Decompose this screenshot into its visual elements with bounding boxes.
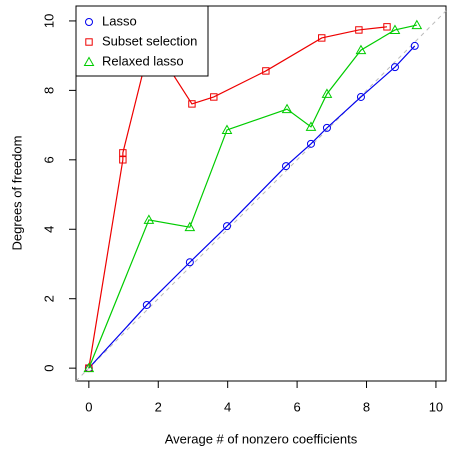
- x-tick-label: 0: [85, 399, 92, 414]
- legend-label: Subset selection: [102, 33, 197, 48]
- marker: [355, 44, 367, 55]
- x-tick-label: 8: [363, 399, 370, 414]
- x-tick-label: 4: [224, 399, 231, 414]
- marker: [356, 92, 365, 101]
- marker: [143, 214, 155, 224]
- marker: [318, 34, 326, 42]
- marker: [281, 103, 293, 114]
- y-tick-label: 8: [41, 87, 56, 94]
- marker: [210, 93, 218, 101]
- y-tick-label: 6: [41, 156, 56, 163]
- marker: [83, 362, 95, 373]
- x-axis-title: Average # of nonzero coefficients: [165, 431, 358, 446]
- marker: [142, 300, 151, 309]
- marker: [83, 56, 95, 66]
- marker: [390, 63, 399, 72]
- marker: [262, 67, 270, 75]
- legend-label: Relaxed lasso: [102, 53, 184, 68]
- marker: [305, 121, 317, 131]
- y-tick-label: 10: [41, 14, 56, 28]
- x-tick-label: 6: [293, 399, 300, 414]
- marker: [355, 26, 363, 34]
- series-line: [88, 24, 417, 369]
- y-tick-label: 0: [41, 365, 56, 372]
- y-tick-label: 4: [41, 226, 56, 233]
- plot-box: [75, 5, 447, 382]
- marker: [188, 100, 196, 108]
- marker: [383, 23, 391, 31]
- y-tick-label: 2: [41, 295, 56, 302]
- marker: [85, 18, 93, 26]
- series-line: [88, 45, 416, 369]
- marker: [85, 38, 93, 46]
- marker: [321, 88, 333, 98]
- marker: [281, 162, 290, 171]
- series-line: [88, 26, 388, 369]
- legend-label: Lasso: [102, 13, 137, 28]
- x-tick-label: 2: [155, 399, 162, 414]
- marker: [222, 222, 231, 231]
- legend-box: [75, 5, 209, 77]
- marker: [185, 258, 194, 267]
- marker: [306, 139, 315, 148]
- marker: [411, 19, 423, 30]
- marker: [119, 149, 127, 157]
- y-axis-title: Degrees of freedom: [9, 136, 24, 251]
- x-tick-label: 10: [429, 399, 443, 414]
- marker: [322, 123, 331, 132]
- marker: [184, 221, 196, 232]
- marker: [410, 41, 419, 50]
- marker: [389, 24, 401, 34]
- marker: [119, 156, 127, 164]
- marker: [221, 124, 233, 134]
